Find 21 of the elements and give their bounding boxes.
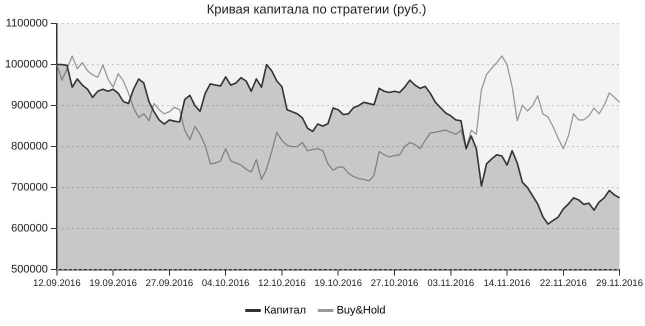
y-tick-label: 1000000: [4, 58, 48, 71]
y-tick-label: 700000: [11, 182, 48, 194]
x-tick-label: 19.09.2016: [89, 278, 137, 289]
x-tick-label: 27.10.2016: [370, 278, 418, 289]
y-tick-label: 600000: [11, 222, 48, 235]
x-tick-label: 03.11.2016: [427, 278, 474, 289]
y-tick-label: 900000: [11, 100, 48, 112]
x-tick-label: 29.11.2016: [596, 278, 643, 289]
legend-label: Капитал: [264, 304, 306, 317]
legend-label: Buy&Hold: [336, 304, 386, 317]
x-tick-label: 19.10.2016: [314, 278, 362, 289]
y-tick-label: 500000: [11, 264, 48, 276]
chart-title: Кривая капитала по стратегии (руб.): [206, 1, 426, 16]
x-tick-label: 27.09.2016: [146, 278, 194, 289]
x-tick-label: 04.10.2016: [202, 278, 250, 289]
x-tick-label: 22.11.2016: [540, 278, 587, 289]
x-tick-label: 14.11.2016: [484, 278, 530, 289]
x-tick-label: 12.10.2016: [258, 278, 306, 289]
y-tick-label: 1100000: [6, 18, 48, 30]
y-tick-label: 800000: [11, 140, 48, 153]
x-tick-label: 12.09.2016: [33, 278, 81, 289]
